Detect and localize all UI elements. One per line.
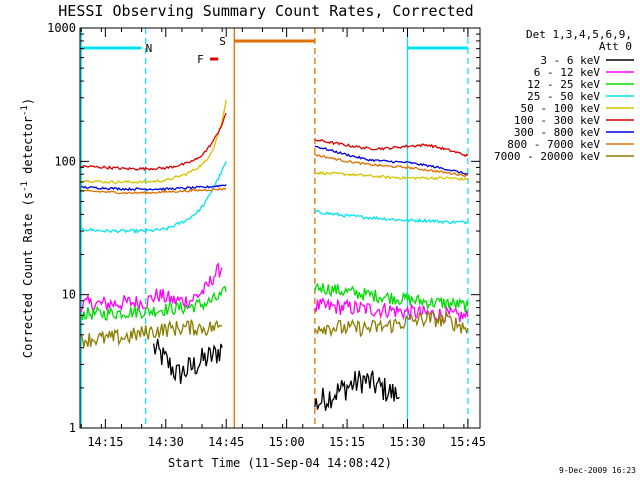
y-axis-label-end: )	[21, 98, 35, 105]
legend-label: 300 - 800 keV	[514, 126, 600, 139]
legend-label: 800 - 7000 keV	[507, 138, 600, 151]
legend-label: 100 - 300 keV	[514, 114, 600, 127]
chart-title: HESSI Observing Summary Count Rates, Cor…	[58, 2, 473, 20]
series-line-8-segment-0	[80, 319, 223, 348]
x-tick-label: 15:45	[450, 435, 486, 449]
series-line-1-segment-0	[80, 261, 223, 315]
y-tick-label: 10	[62, 288, 76, 302]
series-line-4-segment-1	[314, 170, 469, 182]
legend-label: 3 - 6 keV	[540, 54, 600, 67]
x-axis-label: Start Time (11-Sep-04 14:08:42)	[168, 456, 392, 470]
series-line-8-segment-1	[314, 310, 469, 338]
series-line-6-segment-1	[314, 145, 469, 176]
series-line-6-segment-0	[80, 184, 227, 192]
series-line-4-segment-0	[81, 99, 227, 185]
series-line-0-segment-0	[153, 338, 223, 384]
x-tick-label: 14:45	[208, 435, 244, 449]
y-tick-label: 100	[54, 154, 76, 168]
series-line-5-segment-1	[314, 138, 469, 158]
saa-label: S	[219, 35, 226, 48]
x-tick-label: 15:00	[269, 435, 305, 449]
series-line-2-segment-0	[80, 285, 227, 321]
plot-frame	[79, 27, 481, 429]
x-tick-label: 15:30	[389, 435, 425, 449]
y-axis-label-sup1: -1	[20, 181, 30, 192]
series-line-2-segment-1	[314, 282, 469, 313]
y-axis-ticks: 1 10 100 1000	[47, 21, 480, 435]
legend-label: 7000 - 20000 keV	[494, 150, 600, 163]
flare-label: F	[197, 53, 204, 66]
series-line-5-segment-0	[81, 112, 227, 172]
legend-header-line: Att 0	[599, 40, 632, 53]
y-axis-label-mid: detector	[21, 116, 35, 181]
plot-area: N S F	[80, 28, 469, 428]
legend-label: 50 - 100 keV	[521, 102, 601, 115]
night-label: N	[146, 42, 153, 55]
x-tick-label: 15:15	[329, 435, 365, 449]
series-line-3-segment-0	[80, 161, 227, 235]
legend-label: 12 - 25 keV	[527, 78, 600, 91]
series-line-7-segment-1	[314, 153, 469, 178]
x-tick-label: 14:30	[148, 435, 184, 449]
y-axis-label-main: Corrected Count Rate (s	[21, 192, 35, 358]
series-line-3-segment-1	[314, 209, 468, 225]
footer-timestamp: 9-Dec-2009 16:23	[559, 466, 636, 475]
legend-label: 6 - 12 keV	[534, 66, 601, 79]
legend-header-line: Det 1,3,4,5,6,9,	[526, 28, 632, 41]
x-tick-label: 14:15	[87, 435, 123, 449]
x-axis-ticks: 14:15 14:30 14:45 15:00 15:15 15:30 15:45	[80, 28, 486, 449]
y-tick-label: 1	[69, 421, 76, 435]
y-axis-label: Corrected Count Rate (s-1 detector-1)	[20, 98, 35, 358]
y-axis-label-sup2: -1	[20, 105, 30, 116]
series-line-7-segment-0	[81, 187, 227, 195]
y-tick-label: 1000	[47, 21, 76, 35]
legend-label: 25 - 50 keV	[527, 90, 600, 103]
series-line-0-segment-1	[314, 370, 400, 411]
